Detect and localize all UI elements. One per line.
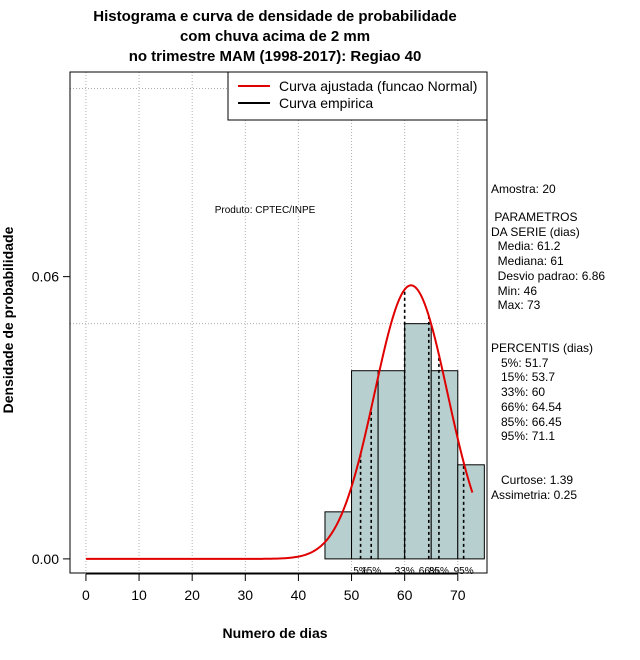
x-tick-label: 20 (184, 587, 200, 603)
percentile-label: 15% (361, 566, 381, 577)
histogram-bar (457, 464, 485, 560)
amostra-text: Amostra: 20 (491, 182, 556, 196)
x-tick-label: 70 (450, 587, 466, 603)
histogram-bar (324, 511, 353, 560)
percentile-label: 66% (419, 566, 439, 577)
percentile-label: 85% (429, 566, 449, 577)
x-tick-label: 10 (131, 587, 147, 603)
chart-title-line: com chuva acima de 2 mm (180, 28, 370, 45)
percentile-label: 33% (395, 566, 415, 577)
curtose-text: Curtose: 1.39 Assimetria: 0.25 (491, 473, 578, 502)
chart-title-line: no trimestre MAM (1998-2017): Regiao 40 (129, 48, 422, 65)
x-tick-label: 60 (397, 587, 413, 603)
percentile-lines: 5%15% 33% 66%85% 95% (353, 289, 474, 577)
histogram-bars (324, 323, 485, 560)
x-tick-label: 0 (82, 587, 90, 603)
histogram-bar (404, 323, 432, 560)
y-axis: 0.00 0.06 (32, 269, 71, 567)
parametros-text: PARAMETROS DA SERIE (dias) Media: 61.2 M… (491, 210, 606, 313)
y-tick-label: 0.06 (32, 269, 59, 285)
x-tick-label: 30 (238, 587, 254, 603)
produto-annotation: Produto: CPTEC/INPE (215, 205, 316, 216)
chart-title-line: Histograma e curva de densidade de proba… (93, 8, 456, 25)
percentis-text: PERCENTIS (dias) 5%: 51.7 15%: 53.7 33%:… (491, 341, 594, 444)
y-axis-label: Densidade de probabilidade (0, 226, 16, 413)
chart-title: Histograma e curva de densidade de proba… (93, 8, 456, 65)
x-tick-label: 40 (291, 587, 307, 603)
legend-label: Curva empirica (279, 95, 373, 111)
x-axis: 0 10 20 30 40 50 60 70 (82, 573, 466, 603)
histogram-bar (377, 370, 406, 560)
percentile-label: 5% (353, 566, 368, 577)
legend-label: Curva ajustada (funcao Normal) (279, 78, 477, 94)
legend: Curva ajustada (funcao Normal)Curva empi… (227, 71, 488, 121)
normal-curve-path (85, 284, 474, 560)
x-axis-label: Numero de dias (222, 625, 327, 641)
y-tick-label: 0.00 (32, 551, 59, 567)
histogram-bar (430, 370, 459, 560)
normal-fit-curve (85, 284, 474, 560)
legend-box (227, 71, 488, 121)
percentile-label: 95% (454, 566, 474, 577)
x-tick-label: 50 (344, 587, 360, 603)
